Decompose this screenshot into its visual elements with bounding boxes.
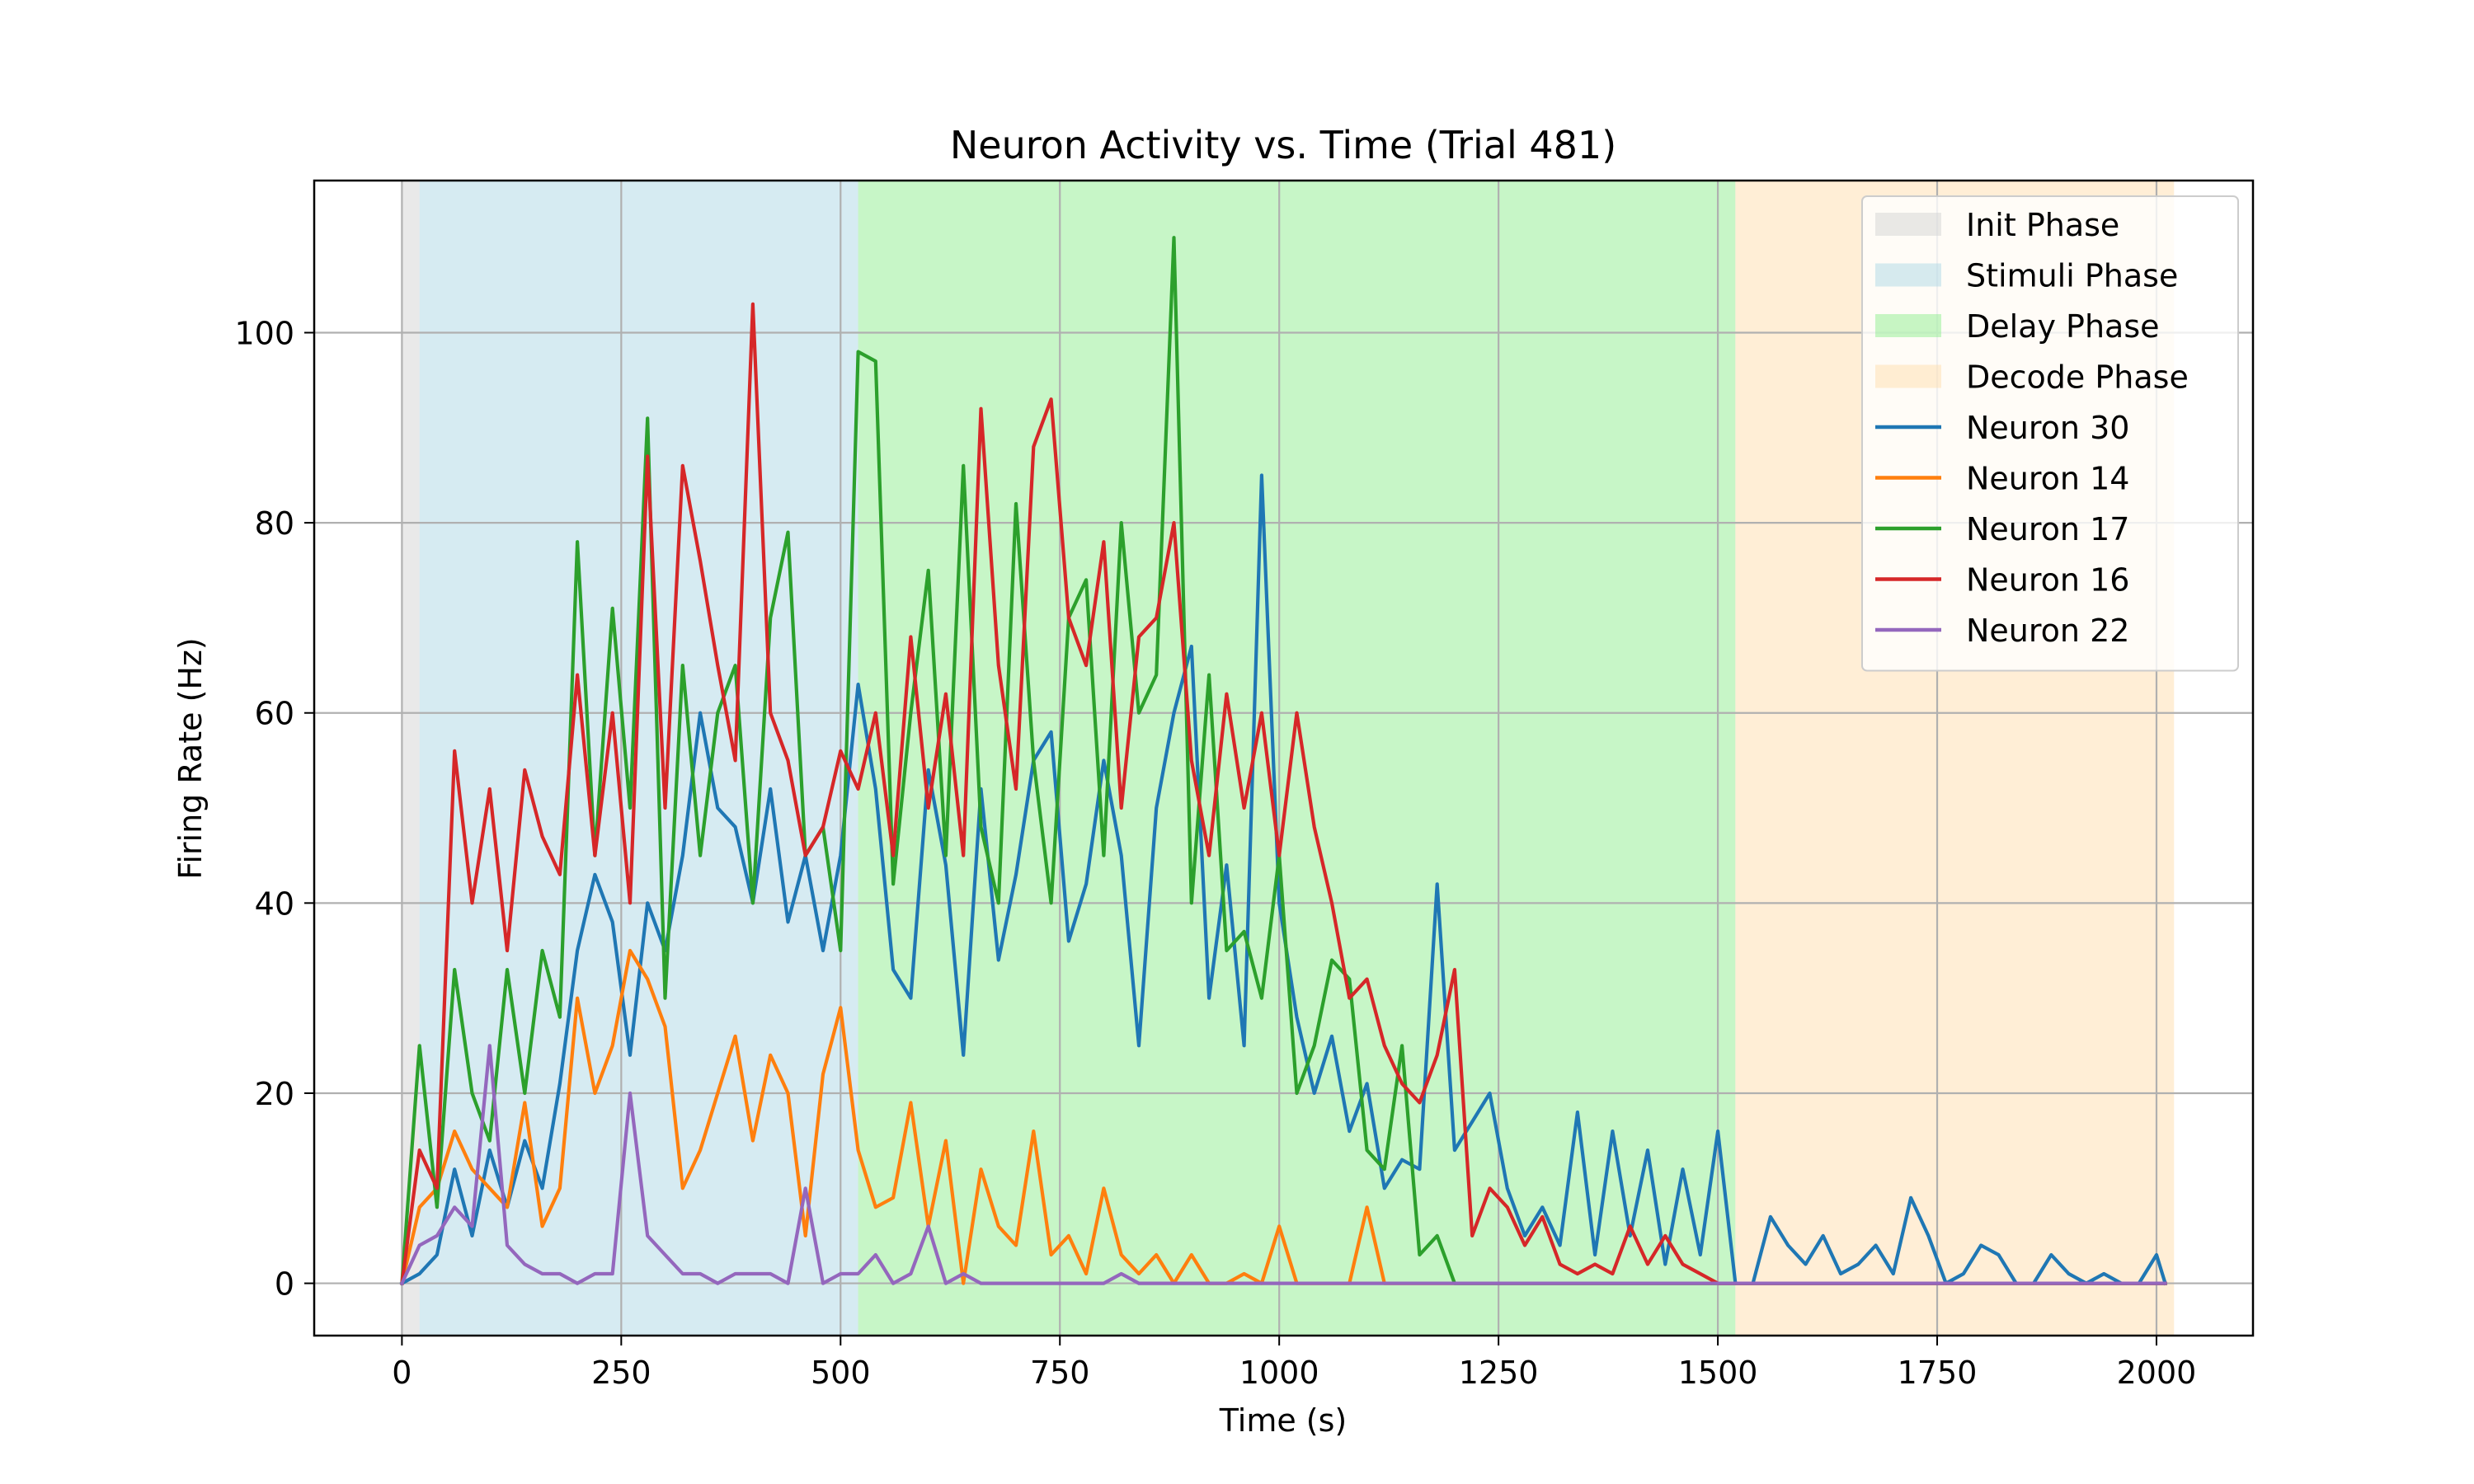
x-tick-label: 250 (591, 1355, 651, 1391)
x-tick-label: 2000 (2117, 1355, 2197, 1391)
y-tick-label: 100 (234, 315, 294, 351)
y-tick-label: 60 (255, 696, 294, 732)
y-tick-label: 40 (255, 885, 294, 922)
legend: Init Phase Stimuli Phase Delay Phase Decode… (1861, 195, 2239, 672)
x-axis-ticks: 0 250 500 750 1000 1250 1500 1750 2000 (392, 1336, 2196, 1391)
phase-band-2 (858, 181, 1736, 1336)
legend-patch (1875, 314, 1941, 337)
legend-patch (1875, 364, 1941, 388)
y-tick-label: 20 (255, 1076, 294, 1112)
y-axis-ticks: 0 20 40 60 80 100 (234, 315, 314, 1303)
x-tick-label: 1000 (1239, 1355, 1319, 1391)
legend-label: Stimuli Phase (1966, 258, 2178, 294)
legend-patch (1875, 263, 1941, 287)
legend-label: Neuron 14 (1966, 461, 2129, 497)
y-tick-label: 0 (275, 1266, 294, 1303)
phase-band-1 (419, 181, 858, 1336)
series-line-4 (399, 1044, 2167, 1286)
legend-label: Neuron 30 (1966, 410, 2129, 446)
x-tick-label: 1500 (1678, 1355, 1758, 1391)
legend-label: Delay Phase (1966, 308, 2160, 345)
x-tick-label: 750 (1030, 1355, 1090, 1391)
y-tick-label: 80 (255, 505, 294, 542)
x-tick-label: 1250 (1459, 1355, 1539, 1391)
x-tick-label: 0 (392, 1355, 412, 1391)
x-tick-label: 1750 (1898, 1355, 1978, 1391)
x-axis-label: Time (s) (1219, 1402, 1348, 1439)
legend-label: Neuron 16 (1966, 562, 2129, 599)
chart-title: Neuron Activity vs. Time (Trial 481) (950, 123, 1616, 167)
legend-label: Init Phase (1966, 207, 2119, 243)
plot-frame (313, 179, 2255, 1337)
legend-label: Decode Phase (1966, 359, 2189, 396)
legend-label: Neuron 17 (1966, 511, 2129, 547)
legend-label: Neuron 22 (1966, 613, 2129, 649)
y-axis-label: Firing Rate (Hz) (172, 637, 209, 880)
series-lines (399, 236, 2168, 1286)
phase-band-0 (402, 181, 420, 1336)
x-tick-label: 500 (811, 1355, 871, 1391)
legend-box (1861, 195, 2239, 672)
legend-patch (1875, 213, 1941, 236)
